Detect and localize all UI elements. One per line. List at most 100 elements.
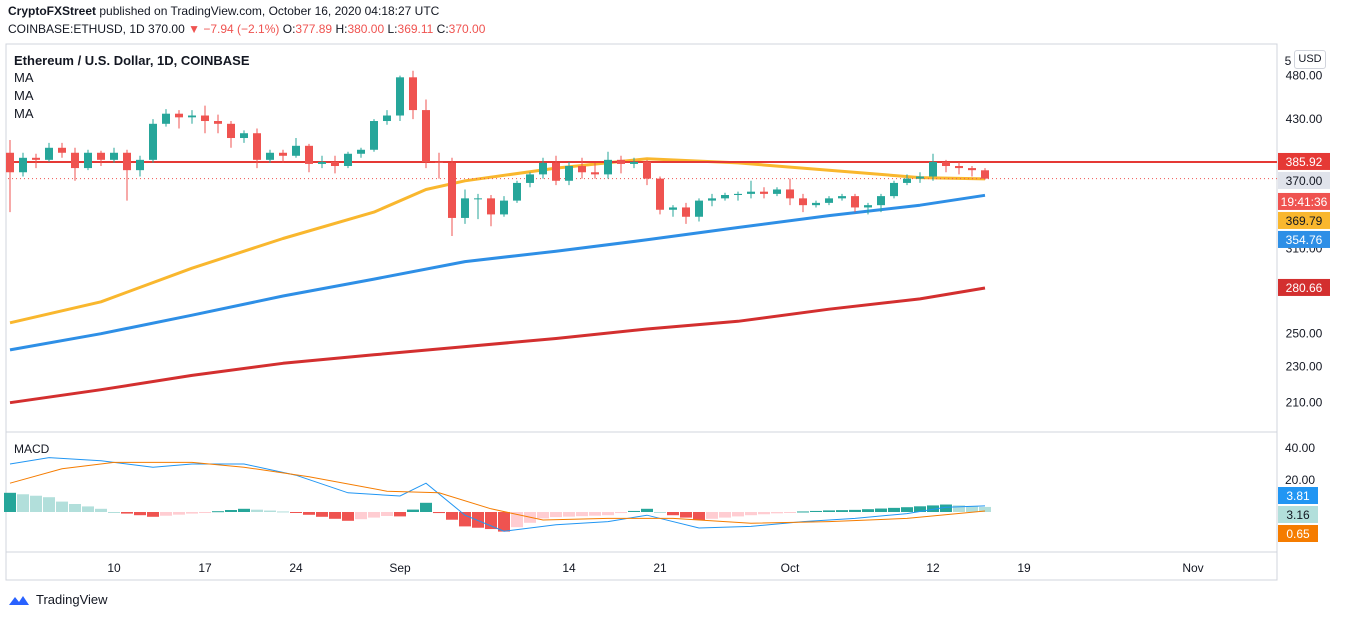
macd-histogram-bar <box>511 512 523 528</box>
macd-histogram-bar <box>238 508 250 512</box>
candle-body <box>474 198 482 200</box>
candle-body <box>149 123 157 160</box>
macd-histogram-bar <box>160 512 172 516</box>
macd-histogram-bar <box>810 510 822 512</box>
macd-histogram-bar <box>134 512 146 516</box>
plot-frame <box>5 43 1278 581</box>
macd-histogram-bar <box>953 505 965 512</box>
macd-histogram-bar <box>147 512 159 517</box>
candle-body <box>188 115 196 118</box>
candle-body <box>526 174 534 183</box>
price-badge-text: 280.66 <box>1286 281 1323 295</box>
candle-body <box>955 166 963 169</box>
candle-body <box>812 202 820 206</box>
low-label: L: <box>387 22 398 36</box>
macd-histogram-bar <box>901 507 913 512</box>
candle-body <box>32 157 40 160</box>
candle-body <box>838 196 846 199</box>
candle-body <box>214 121 222 124</box>
candle-body <box>45 147 53 160</box>
macd-histogram-bar <box>472 512 484 528</box>
candle-body <box>643 161 651 179</box>
candle-body <box>422 110 430 162</box>
time-tick: Nov <box>1182 561 1203 575</box>
price-change: −7.94 (−2.1%) <box>203 22 280 36</box>
macd-histogram-bar <box>82 506 94 512</box>
price-badge <box>1278 211 1330 229</box>
macd-histogram-bar <box>589 512 601 516</box>
currency-button[interactable]: USD <box>1294 50 1326 69</box>
signal-line <box>9 461 986 524</box>
macd-histogram-bar <box>888 507 900 512</box>
candle-body <box>630 161 638 164</box>
candle-body <box>942 161 950 167</box>
macd-histogram-bar <box>875 508 887 512</box>
candle-body <box>539 162 547 175</box>
macd-histogram-bar <box>277 511 289 513</box>
time-tick: 14 <box>562 561 576 575</box>
macd-histogram-bar <box>537 512 549 519</box>
macd-histogram-bar <box>927 505 939 512</box>
macd-badge-text: 3.16 <box>1286 508 1310 522</box>
macd-label: MACD <box>14 442 50 456</box>
close-value: 370.00 <box>448 22 486 36</box>
candle-body <box>344 153 352 167</box>
candle-body <box>19 157 27 173</box>
macd-histogram-bar <box>290 512 302 513</box>
price-tick: 210.00 <box>1286 396 1323 410</box>
candle-body <box>84 152 92 169</box>
candle-body <box>513 182 521 201</box>
macd-line <box>9 457 986 532</box>
macd-histogram-bar <box>17 494 29 512</box>
macd-histogram-bar <box>693 512 705 520</box>
macd-histogram-bar <box>342 512 354 521</box>
tradingview-footer[interactable]: TradingView <box>8 592 108 607</box>
price-tick: 430.00 <box>1286 112 1323 126</box>
symbol-name: COINBASE:ETHUSD, 1D <box>8 22 145 36</box>
candle-body <box>6 152 14 173</box>
macd-histogram-bar <box>43 497 55 512</box>
low-value: 369.11 <box>397 22 434 36</box>
time-tick: Sep <box>389 561 411 575</box>
macd-histogram-bar <box>498 512 510 532</box>
candle-body <box>175 113 183 118</box>
macd-histogram-bar <box>719 512 731 518</box>
tradingview-brand: TradingView <box>36 592 108 607</box>
candle-body <box>669 207 677 210</box>
price-tick: 250.00 <box>1286 327 1323 341</box>
macd-histogram-bar <box>264 510 276 512</box>
macd-histogram-bar <box>940 504 952 512</box>
macd-histogram-bar <box>446 512 458 520</box>
macd-histogram-bar <box>797 511 809 513</box>
macd-histogram-bar <box>485 512 497 530</box>
candle-body <box>773 189 781 194</box>
high-value: 380.00 <box>347 22 385 36</box>
down-arrow-icon: ▼ <box>188 22 200 36</box>
candle-body <box>747 191 755 194</box>
candle-body <box>162 113 170 124</box>
pane-title: Ethereum / U.S. Dollar, 1D, COINBASE <box>14 53 250 68</box>
macd-histogram-bar <box>628 510 640 512</box>
candle-body <box>825 198 833 203</box>
macd-histogram-bar <box>95 508 107 512</box>
macd-tick: 40.00 <box>1285 441 1315 455</box>
macd-badge <box>1278 525 1318 542</box>
candle-body <box>682 207 690 217</box>
macd-histogram-bar <box>771 512 783 514</box>
candle-body <box>799 198 807 206</box>
ma-line-2 <box>9 193 986 352</box>
macd-histogram-bar <box>563 512 575 517</box>
publisher-name: CryptoFXStreet <box>8 4 97 18</box>
candle-body <box>409 77 417 111</box>
candle-body <box>916 176 924 179</box>
time-tick: Oct <box>781 561 800 575</box>
candle-body <box>487 198 495 215</box>
price-tick: 230.00 <box>1286 360 1323 374</box>
price-tick: 480.00 <box>1286 69 1323 83</box>
candle-body <box>877 196 885 206</box>
published-text: published on TradingView.com, October 16… <box>96 4 440 18</box>
time-tick: 12 <box>926 561 940 575</box>
macd-histogram-bar <box>199 512 211 513</box>
candle-body <box>552 162 560 181</box>
